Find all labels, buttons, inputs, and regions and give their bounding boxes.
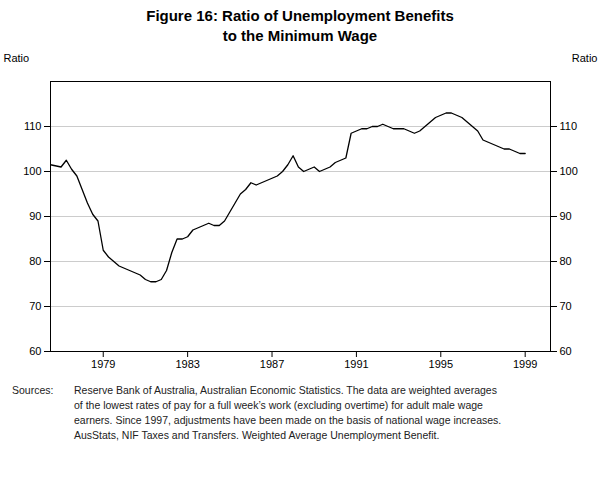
svg-text:90: 90	[29, 210, 41, 222]
svg-text:110: 110	[24, 120, 42, 132]
html-text:Figure 16: Ratio of Unemployme: Figure 16: Ratio of Unemployment Benefit…	[146, 7, 454, 45]
svg-text:Ratio: Ratio	[4, 52, 30, 64]
svg-text:1983: 1983	[175, 358, 199, 370]
svg-text:100: 100	[23, 165, 41, 177]
html-text:of the lowest rates of pay for: of the lowest rates of pay for a full we…	[74, 398, 483, 411]
svg-text:70: 70	[29, 300, 41, 312]
svg-text:1987: 1987	[260, 358, 284, 370]
html-text:earners. Since 1997, adjustmen: earners. Since 1997, adjustments have be…	[74, 413, 502, 426]
svg-text:1991: 1991	[344, 358, 368, 370]
svg-text:80: 80	[560, 255, 572, 267]
svg-text:1995: 1995	[429, 358, 453, 370]
html-text:Reserve Bank of Australia, Aus: Reserve Bank of Australia, Australian Ec…	[74, 383, 497, 396]
html-text:Sources:: Sources:	[12, 383, 54, 396]
svg-text:Ratio: Ratio	[572, 52, 598, 64]
svg-text:110: 110	[560, 120, 578, 132]
svg-text:60: 60	[29, 345, 41, 357]
svg-text:70: 70	[560, 300, 572, 312]
svg-text:80: 80	[29, 255, 41, 267]
svg-text:90: 90	[560, 210, 572, 222]
svg-text:60: 60	[560, 345, 572, 357]
html-text:AusStats, NIF Taxes and Transf: AusStats, NIF Taxes and Transfers. Weigh…	[74, 429, 440, 442]
svg-text:100: 100	[560, 165, 578, 177]
svg-text:1999: 1999	[513, 358, 537, 370]
svg-text:1979: 1979	[91, 358, 115, 370]
